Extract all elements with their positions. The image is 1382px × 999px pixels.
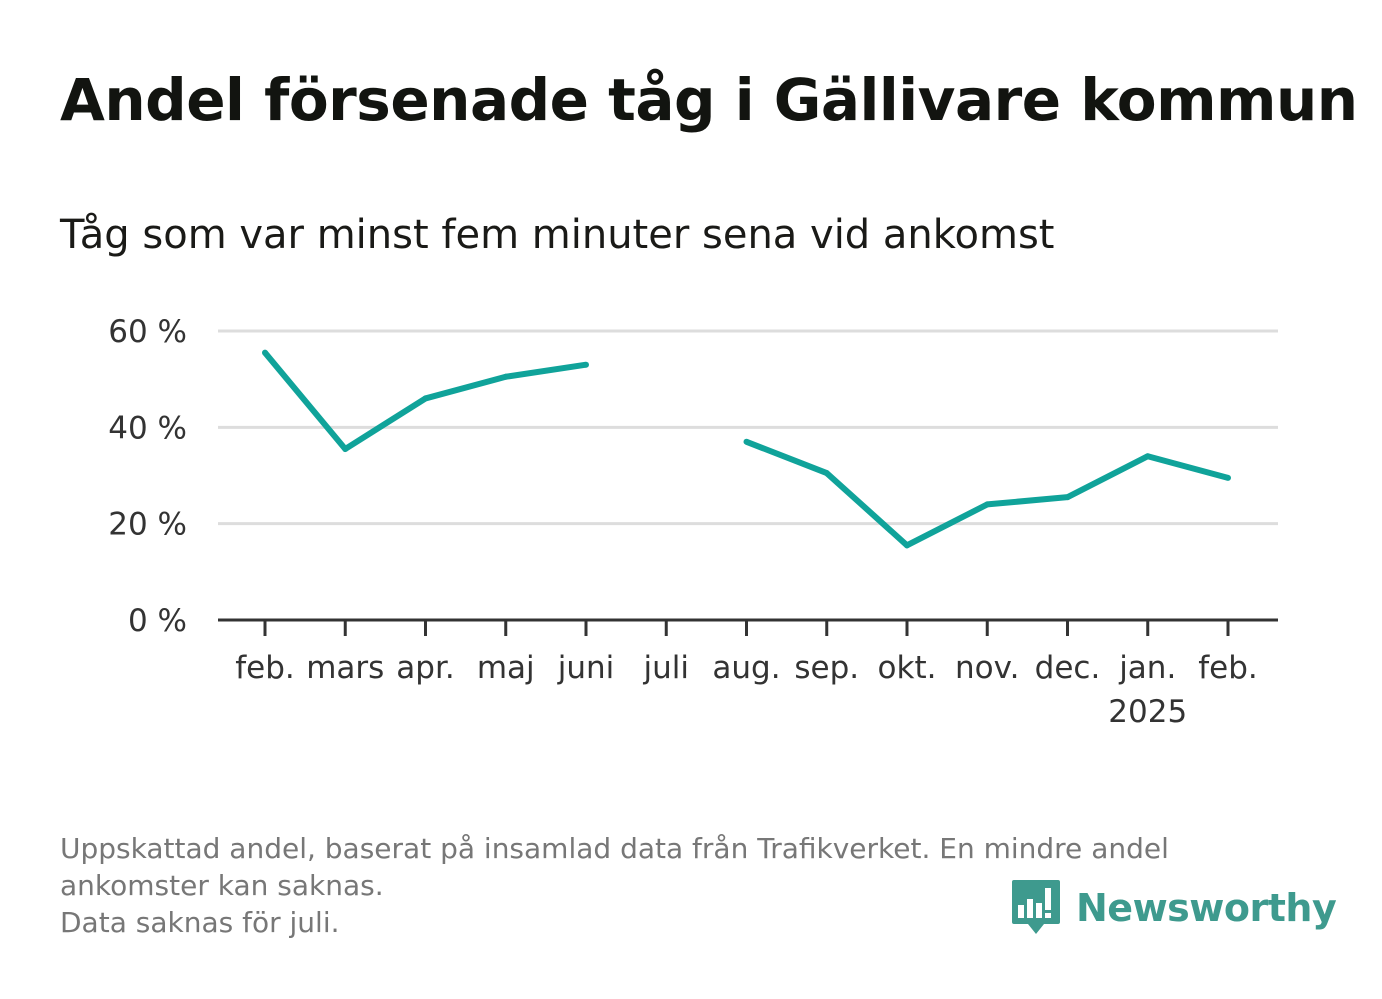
- chart-subtitle: Tåg som var minst fem minuter sena vid a…: [60, 212, 1055, 258]
- x-axis-labels: feb. mars apr. maj juni juli aug. sep. okt. nov. d…: [235, 650, 1258, 730]
- data-point: [502, 373, 509, 380]
- data-point: [422, 395, 429, 402]
- x-axis: [218, 618, 1278, 636]
- x-tick-label: maj: [477, 650, 535, 686]
- data-point: [984, 501, 991, 508]
- footnote-line-3: Data saknas för juli.: [60, 906, 340, 939]
- brand-name: Newsworthy: [1076, 886, 1337, 930]
- y-tick-label: 60 %: [108, 314, 187, 350]
- x-tick-label: juni: [557, 650, 615, 686]
- footnote-line-1: Uppskattad andel, baserat på insamlad da…: [60, 832, 1169, 865]
- data-point: [583, 361, 589, 368]
- data-point: [743, 438, 750, 445]
- data-point: [904, 542, 910, 549]
- data-point: [823, 470, 830, 477]
- y-tick-label: 20 %: [108, 507, 187, 543]
- x-tick-label: aug.: [712, 650, 780, 686]
- data-point: [1064, 494, 1071, 501]
- grid-lines: [218, 329, 1278, 526]
- newsworthy-logo: Newsworthy: [1010, 878, 1337, 938]
- x-tick-label: mars: [306, 650, 384, 686]
- x-tick-label: sep.: [794, 650, 859, 686]
- x-tick-label: dec.: [1035, 650, 1101, 686]
- data-point: [342, 446, 349, 453]
- chart-title: Andel försenade tåg i Gällivare kommun: [60, 66, 1358, 134]
- data-point: [262, 349, 268, 356]
- x-tick-label: okt.: [878, 650, 937, 686]
- data-point: [1225, 474, 1231, 481]
- footnote: Uppskattad andel, baserat på insamlad da…: [60, 830, 1320, 941]
- y-tick-label: 0 %: [128, 603, 187, 639]
- y-axis-labels: 0 % 20 % 40 % 60 %: [108, 314, 187, 639]
- data-point: [1144, 453, 1151, 460]
- x-tick-label: feb.: [1198, 650, 1258, 686]
- line-chart: 0 % 20 % 40 % 60 % feb. mars apr. maj juni juli a…: [108, 314, 1278, 730]
- x-tick-label: apr.: [396, 650, 454, 686]
- x-tick-label: juli: [643, 650, 690, 686]
- series-line-segment: [745, 438, 1229, 549]
- x-tick-label: feb.: [235, 650, 295, 686]
- series-lines: [262, 349, 1231, 549]
- x-year-label: 2025: [1108, 694, 1187, 730]
- footnote-line-2: ankomster kan saknas.: [60, 869, 384, 902]
- y-tick-label: 40 %: [108, 410, 187, 446]
- x-tick-label: nov.: [955, 650, 1019, 686]
- x-tick-label: jan.: [1118, 650, 1176, 686]
- newsworthy-chart-bubble-icon: [1012, 880, 1060, 934]
